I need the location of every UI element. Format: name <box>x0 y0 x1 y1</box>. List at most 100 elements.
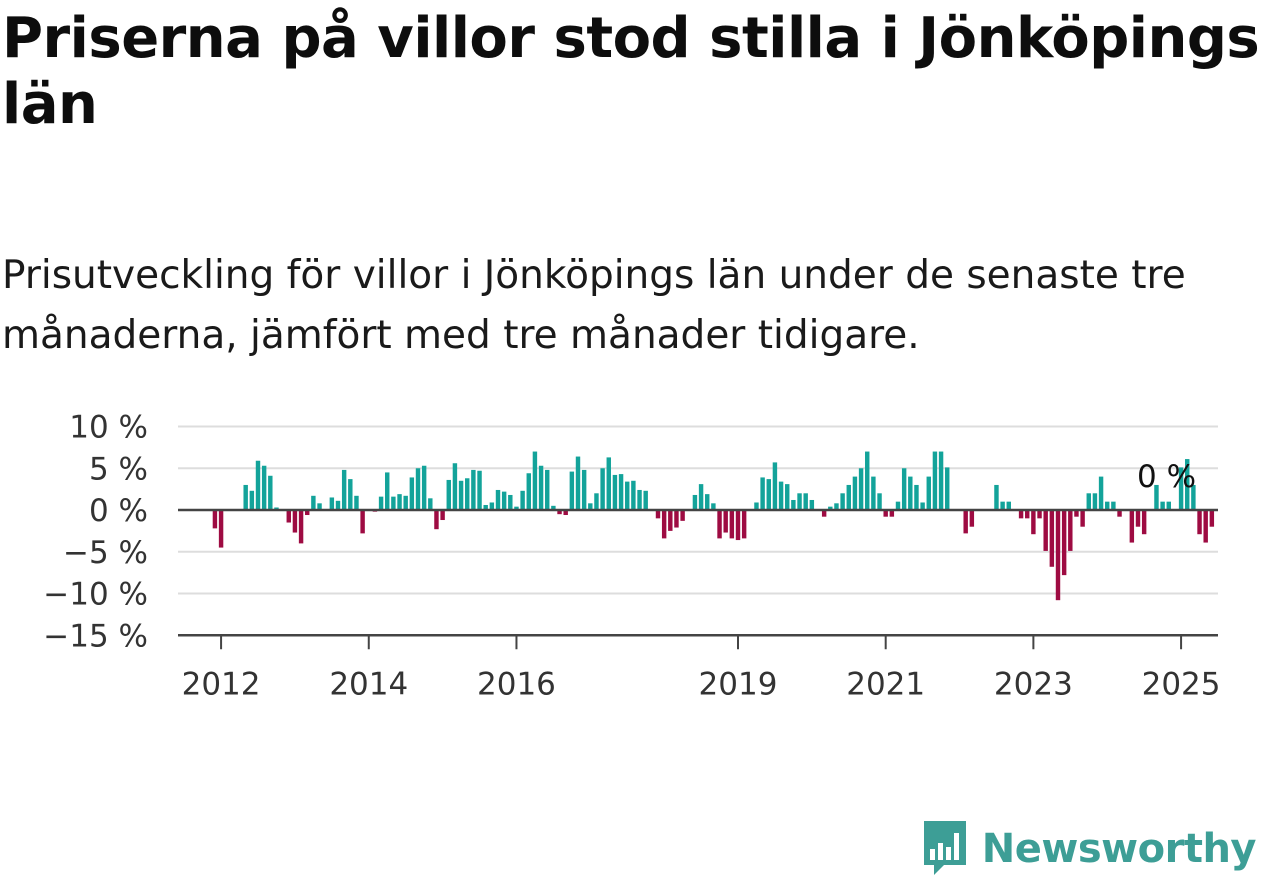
bar <box>298 510 304 544</box>
bar <box>212 510 218 529</box>
bar <box>1209 510 1215 527</box>
bar <box>268 475 273 510</box>
bar <box>705 494 710 510</box>
bar <box>889 510 895 517</box>
x-tick-label: 2025 <box>1142 666 1221 700</box>
bar <box>563 510 568 516</box>
bar <box>1129 510 1135 543</box>
bar <box>1098 476 1104 510</box>
bar <box>735 510 741 541</box>
bar <box>483 504 488 510</box>
bar <box>1092 493 1098 510</box>
bar <box>643 490 648 510</box>
y-tick-label: 5 % <box>89 451 148 487</box>
bar <box>828 506 833 510</box>
chart-subtitle: Prisutveckling för villor i Jönköpings l… <box>2 253 1186 358</box>
bar <box>508 494 513 510</box>
chart-title: Priserna på villor stod stilla i Jönköpi… <box>2 6 1260 137</box>
bar <box>243 484 248 510</box>
bar <box>791 499 796 510</box>
bar <box>778 481 784 510</box>
bar <box>514 506 519 510</box>
bar <box>360 510 365 534</box>
bar <box>637 489 642 510</box>
bar <box>852 476 858 510</box>
bar <box>895 501 901 510</box>
bar <box>908 476 913 510</box>
x-tick-label: 2023 <box>994 666 1073 700</box>
bar <box>1154 484 1159 510</box>
bar <box>865 451 870 510</box>
bar <box>1203 510 1208 543</box>
bar <box>446 479 451 510</box>
bar <box>871 476 876 510</box>
bar <box>311 495 316 510</box>
bar <box>1043 510 1048 551</box>
bar <box>458 480 464 510</box>
bar <box>403 495 408 510</box>
bar <box>1018 510 1024 519</box>
bar <box>348 479 353 510</box>
bar <box>545 469 550 510</box>
bar <box>588 503 593 510</box>
bar <box>520 490 525 510</box>
bar <box>471 469 476 510</box>
bar <box>858 468 864 510</box>
bar-chart-speech-bubble-icon <box>923 821 966 875</box>
bar <box>385 472 390 510</box>
bar <box>1074 510 1079 517</box>
bar <box>452 463 458 510</box>
bar <box>1006 501 1011 510</box>
bar <box>261 465 267 510</box>
bar <box>1055 510 1061 601</box>
bar <box>532 451 538 510</box>
bar <box>477 470 482 510</box>
bar <box>329 497 335 510</box>
bar <box>926 476 931 510</box>
bar <box>495 489 501 510</box>
bar <box>969 510 975 527</box>
bar <box>249 490 255 510</box>
x-tick-label: 2021 <box>846 666 925 700</box>
bar <box>846 484 851 510</box>
bar <box>938 451 944 510</box>
bar <box>1061 510 1067 576</box>
bar <box>274 507 279 510</box>
bar <box>803 493 808 510</box>
bar <box>754 502 759 510</box>
bar <box>963 510 968 534</box>
newsworthy-logo: Newsworthy <box>920 818 1257 880</box>
bar <box>631 480 636 510</box>
x-tick-label: 2012 <box>182 666 261 700</box>
bar <box>1178 467 1184 510</box>
bar <box>741 510 747 539</box>
y-tick-label: −10 % <box>43 577 148 613</box>
y-tick-label: 0 % <box>89 493 148 529</box>
bar <box>569 471 575 510</box>
bar <box>354 495 359 510</box>
bar <box>1141 510 1147 535</box>
bar <box>305 510 310 516</box>
bar <box>809 499 815 510</box>
y-tick-label: 10 % <box>69 410 148 446</box>
bar <box>1049 510 1055 567</box>
bar <box>1191 484 1196 510</box>
y-tick-label: −5 % <box>63 535 148 571</box>
bar <box>1037 510 1042 519</box>
bar <box>766 479 771 510</box>
bar <box>1197 510 1202 535</box>
bar <box>415 468 421 510</box>
bar <box>785 484 790 510</box>
bar <box>618 474 624 510</box>
bar <box>1105 501 1110 510</box>
bar <box>945 467 950 510</box>
bar <box>1000 501 1005 510</box>
bar <box>711 503 716 510</box>
bars <box>212 451 1215 601</box>
bar <box>341 469 347 510</box>
bar <box>292 510 298 533</box>
x-tick-label: 2014 <box>329 666 408 700</box>
x-axis: 2012 2014 2016 2019 2021 2023 2025 <box>178 634 1221 700</box>
bar <box>575 456 581 510</box>
bar <box>612 474 618 510</box>
